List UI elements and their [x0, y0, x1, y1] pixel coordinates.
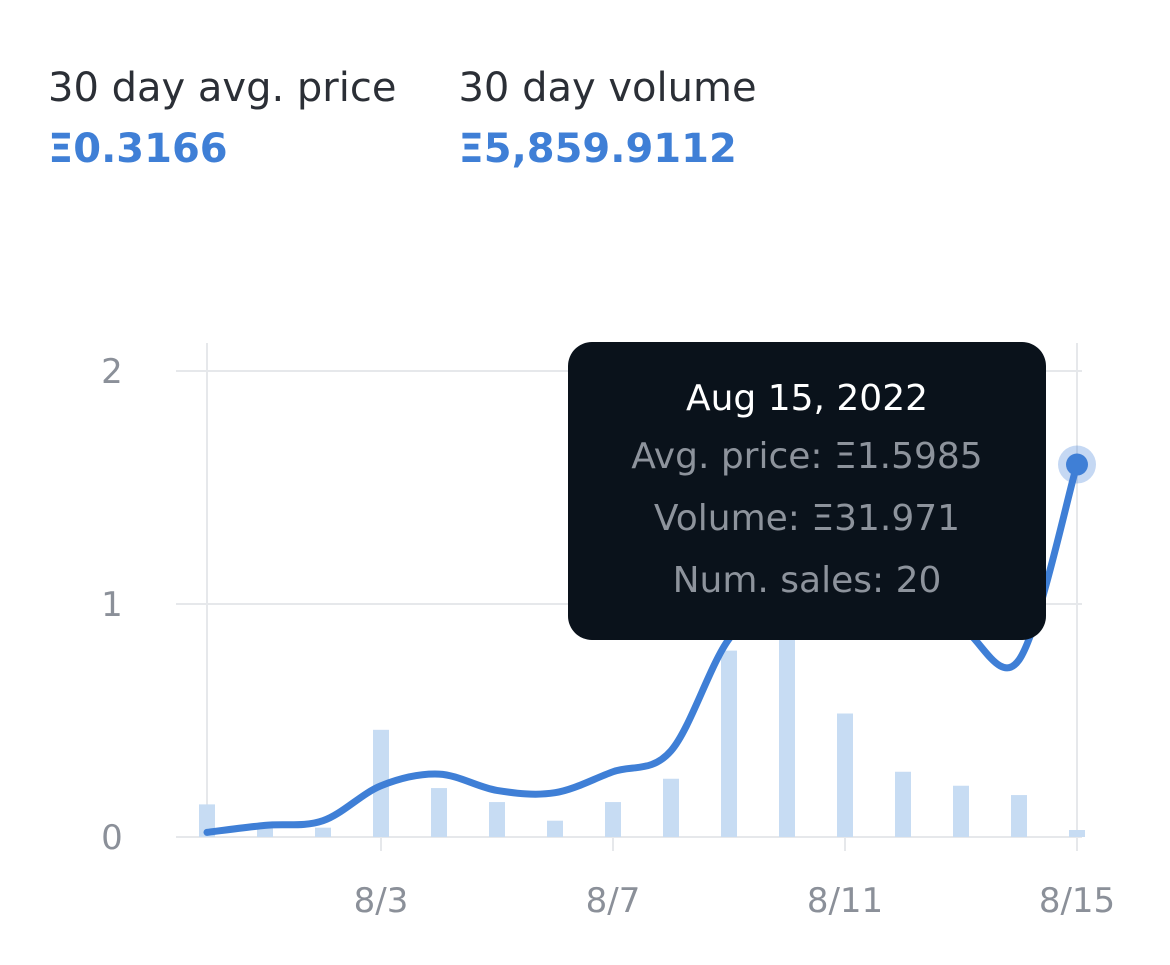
volume-label: 30 day volume: [458, 65, 757, 111]
volume-bar: [837, 713, 853, 837]
volume-bar: [257, 827, 273, 837]
avg-price-stat: 30 day avg. price Ξ0.3166: [48, 62, 396, 178]
avg-price-point: [320, 818, 326, 824]
avg-price-point: [436, 771, 442, 777]
volume-bar: [1069, 830, 1085, 837]
y-tick-label: 2: [101, 352, 123, 392]
avg-price-point: [668, 748, 674, 754]
volume-bar: [953, 785, 969, 837]
avg-price-point: [494, 787, 500, 793]
volume-bar: [895, 771, 911, 837]
volume-bar: [489, 802, 505, 837]
tooltip-volume: Volume: Ξ31.971: [653, 498, 961, 539]
avg-price-point: [610, 769, 616, 775]
volume-bar: [663, 778, 679, 837]
volume-bar: [779, 627, 795, 837]
tooltip-num-sales: Num. sales: 20: [672, 560, 942, 601]
avg-price-point: [262, 822, 268, 828]
avg-price-label: 30 day avg. price: [48, 65, 397, 111]
avg-price-point: [378, 783, 384, 789]
volume-value: Ξ5,859.9112: [458, 126, 737, 172]
avg-price-value: Ξ0.3166: [48, 126, 228, 172]
y-tick-label: 1: [101, 585, 123, 625]
volume-bars: [199, 627, 1085, 837]
x-tick-label: 8/7: [586, 881, 641, 921]
tooltip-date: Aug 15, 2022: [685, 378, 929, 419]
stats-header: 30 day avg. price Ξ0.3166 30 day volume …: [48, 62, 757, 178]
highlight-point: [1066, 453, 1088, 476]
volume-bar: [605, 802, 621, 837]
avg-price-point: [1016, 657, 1022, 663]
chart-tooltip: Aug 15, 2022 Avg. price: Ξ1.5985 Volume:…: [568, 342, 1046, 640]
y-tick-label: 0: [101, 818, 123, 858]
volume-bar: [721, 650, 737, 837]
x-tick-label: 8/11: [807, 881, 883, 921]
volume-bar: [1011, 795, 1027, 837]
x-tick-label: 8/15: [1039, 881, 1115, 921]
x-tick-label: 8/3: [354, 881, 409, 921]
avg-price-point: [204, 829, 210, 835]
axis-ticks: 0 1 2 8/3 8/7 8/11 8/15: [101, 352, 1115, 921]
tooltip-avg-price: Avg. price: Ξ1.5985: [631, 436, 983, 477]
volume-bar: [547, 820, 563, 837]
avg-price-point: [552, 790, 558, 796]
volume-stat: 30 day volume Ξ5,859.9112: [458, 62, 756, 178]
volume-bar: [315, 827, 331, 837]
volume-bar: [431, 788, 447, 837]
